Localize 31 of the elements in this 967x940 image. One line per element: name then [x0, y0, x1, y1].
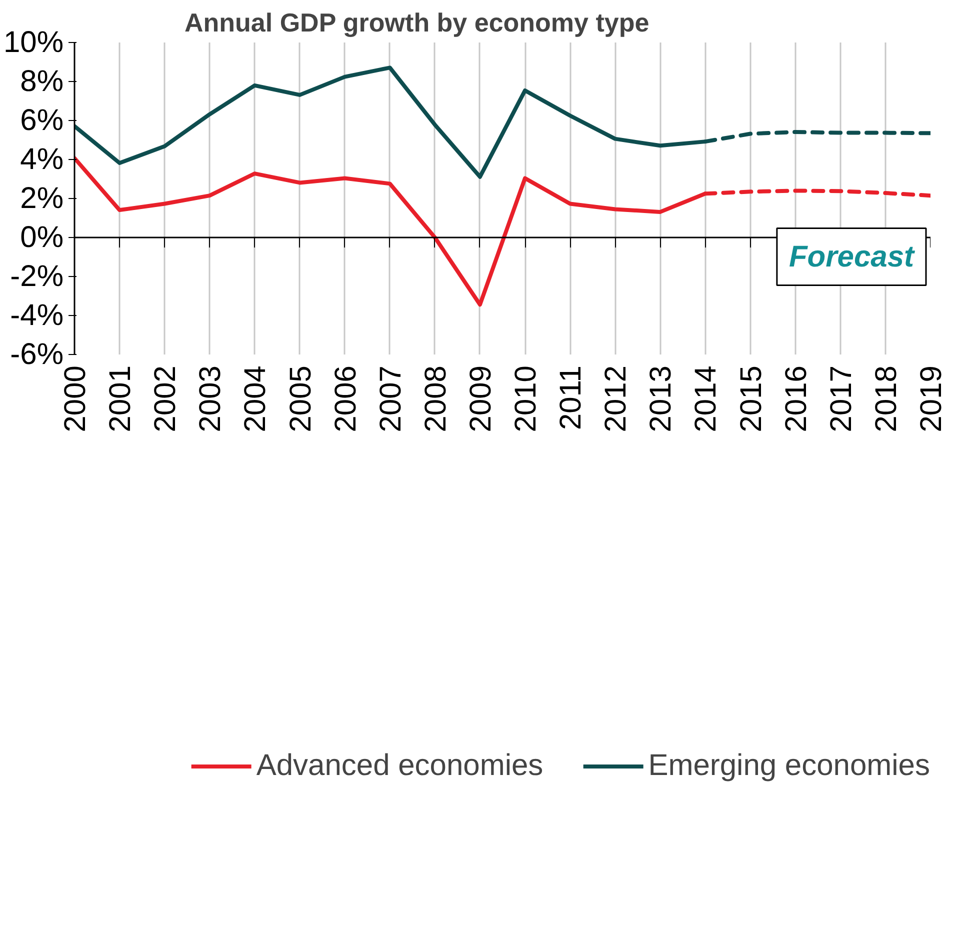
x-tick-label: 2007	[374, 365, 408, 432]
y-tick-label: 0%	[20, 221, 64, 254]
x-tick-label: 2004	[239, 365, 272, 432]
y-tick-label: 4%	[20, 143, 64, 176]
legend-label: Advanced economies	[256, 749, 544, 783]
x-tick-label: 2014	[690, 365, 723, 432]
x-tick-label: 2002	[149, 365, 182, 432]
x-tick-label: 2008	[419, 365, 452, 432]
x-tick-label: 2006	[329, 365, 362, 432]
x-tick-label: 2017	[824, 365, 858, 432]
x-tick-label: 2018	[870, 365, 903, 432]
chart-title: Annual GDP growth by economy type	[184, 8, 650, 38]
x-tick-label: 2016	[780, 365, 813, 432]
y-tick-label: 2%	[20, 182, 64, 215]
legend-label: Emerging economies	[648, 749, 930, 783]
y-tick-label: 8%	[20, 65, 64, 98]
x-tick-label: 2009	[464, 365, 498, 432]
x-tick-label: 2011	[554, 365, 588, 430]
annotation: Forecast	[788, 240, 916, 274]
x-tick-label: 2005	[284, 365, 318, 432]
x-tick-label: 2012	[600, 365, 633, 432]
x-tick-label: 2003	[194, 365, 228, 432]
x-tick-label: 2001	[104, 365, 138, 432]
y-tick-label: 10%	[3, 26, 64, 59]
x-tick-label: 2019	[915, 365, 948, 432]
x-tick-label: 2013	[644, 365, 678, 432]
x-tick-label: 2010	[510, 365, 543, 432]
y-tick-label: 6%	[20, 104, 64, 137]
y-tick-label: -2%	[10, 260, 64, 293]
x-tick-label: 2015	[734, 365, 768, 432]
y-tick-label: -4%	[10, 299, 64, 332]
